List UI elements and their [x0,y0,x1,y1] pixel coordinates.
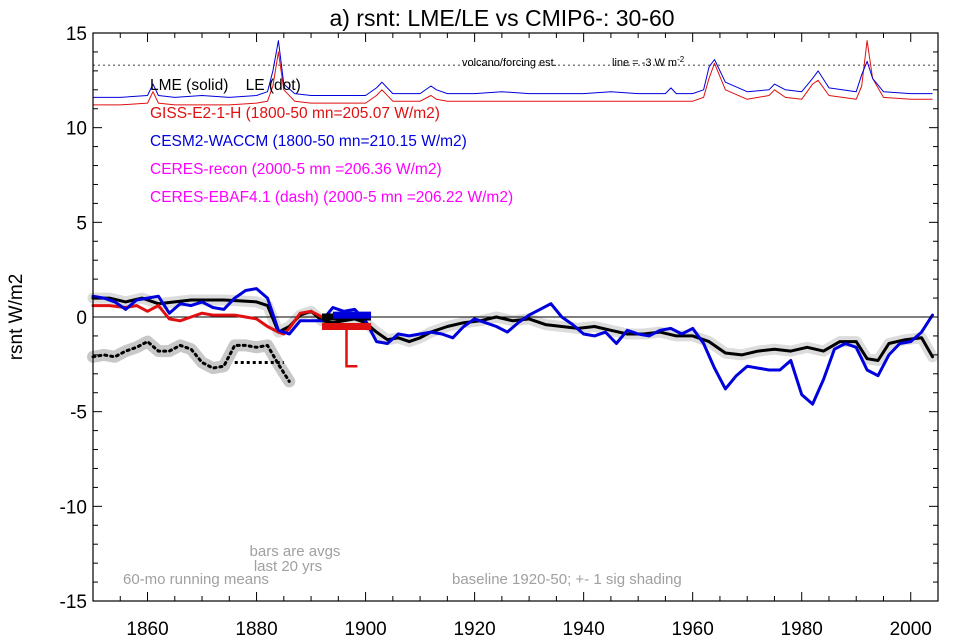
legend-entry-ceres-ebaf: CERES-EBAF4.1 (dash) (2000-5 mn =206.22 … [150,189,513,206]
series-giss-e2-1-h [91,304,335,336]
x-tick-label: 1980 [781,619,823,640]
bars-note-line-1: bars are avgs [250,543,341,560]
volcano-annotation: volcano/forcing est. [462,57,557,69]
series-cesm2-waccm [91,287,934,406]
x-tick-label: 1940 [563,619,605,640]
series-cesm2-waccm-volcano-forcing [93,40,933,98]
series-le-dot [91,340,291,383]
x-tick-label: 1960 [672,619,714,640]
volcano-line-annotation: line = -3 W m-2 [612,55,685,69]
legend-entry-cesm2: CESM2-WACCM (1800-50 mn=210.15 W/m2) [150,133,467,150]
y-tick-label: -5 [70,403,87,424]
running-means-note: 60-mo running means [123,571,269,588]
legend-entry-ceres-recon: CERES-recon (2000-5 mn =206.36 W/m2) [150,161,442,178]
y-tick-label: 10 [66,119,87,140]
x-tick-label: 1900 [344,619,386,640]
x-tick-label: 1860 [126,619,168,640]
baseline-note: baseline 1920-50; +- 1 sig shading [452,571,682,588]
legend: LME (solid) LE (dot) GISS-E2-1-H (1800-5… [150,77,513,206]
segment-giss-drop [345,326,358,368]
legend-entry-giss: GISS-E2-1-H (1800-50 mn=205.07 W/m2) [150,105,440,122]
y-tick-label: -15 [60,592,87,613]
y-tick-label: 0 [76,308,87,329]
y-tick-label: -10 [60,497,87,518]
y-tick-label: 5 [76,213,87,234]
y-tick-label: 15 [66,24,87,45]
volcano-line-text: line = -3 W m [612,57,677,69]
legend-entry-lme-le: LME (solid) LE (dot) [150,77,301,94]
volcano-line-superscript: -2 [677,55,685,64]
x-tick-label: 1880 [235,619,277,640]
y-axis-label: rsnt W/m2 [6,274,27,361]
plot-area: 15 10 5 0 -5 -10 -15 1860 1880 1900 1920 1940 1960 19… [60,24,939,640]
chart-title: a) rsnt: LME/LE vs CMIP6-: 30-60 [329,5,674,31]
x-tick-label: 1920 [453,619,495,640]
bars-note-line-2: last 20 yrs [254,558,322,575]
series-giss-e2-1-h-volcano-forcing [93,40,933,106]
x-tick-label: 2000 [890,619,932,640]
